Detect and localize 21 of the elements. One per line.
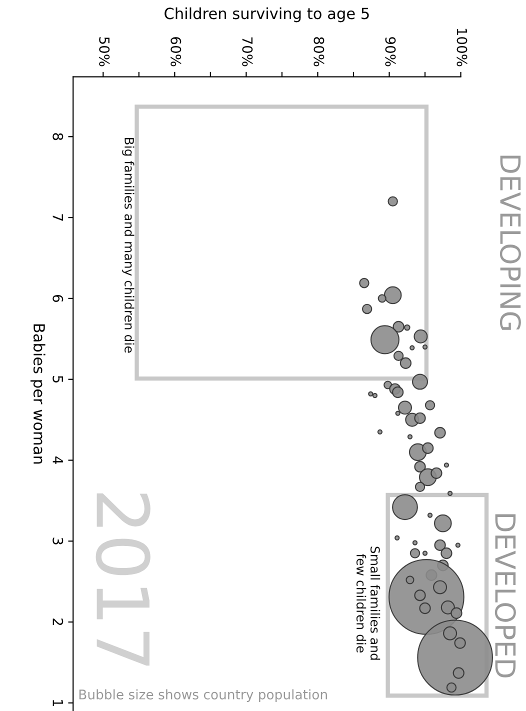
- y-tick-label: 7: [52, 214, 63, 221]
- x-tick-label: 90%: [385, 37, 396, 66]
- y-axis-title: Babies per woman: [30, 324, 46, 464]
- annotation: Big families and many children die: [122, 138, 134, 353]
- text: DEVELOPED: [494, 514, 516, 678]
- y-tick-label: 6: [52, 294, 64, 302]
- y-tick-label: 1: [52, 700, 63, 706]
- annotation: Bubble size shows country population: [79, 689, 327, 702]
- y-tick-label: 3: [52, 538, 64, 544]
- y-tick-label: 2: [52, 618, 64, 626]
- x-tick-label: 70%: [242, 37, 253, 66]
- x-tick-label: 60%: [170, 37, 182, 66]
- y-tick-label: 8: [52, 133, 64, 140]
- y-tick-label: 4: [52, 456, 63, 464]
- x-tick-label: 50%: [99, 37, 110, 66]
- y-tick-label: 5: [52, 376, 63, 383]
- x-tick-label: 80%: [314, 37, 324, 66]
- text: DEVELOPING: [500, 156, 521, 330]
- x-axis-title: Children surviving to age 5: [164, 7, 369, 22]
- annotation: Small families and few children die: [356, 546, 380, 660]
- x-tick-label: 100%: [456, 28, 468, 66]
